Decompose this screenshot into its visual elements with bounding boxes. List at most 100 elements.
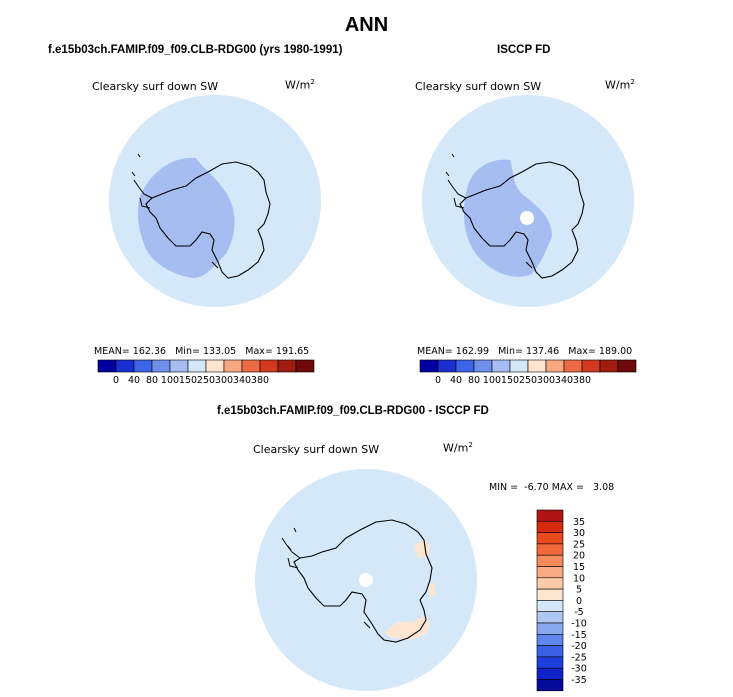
panel1-coastline bbox=[145, 161, 271, 279]
panel2-header: ISCCP FD bbox=[497, 44, 551, 56]
panel1-colorbar-tick-label: 100 bbox=[161, 375, 179, 386]
panel1-colorbar-tick-label: 150 bbox=[179, 375, 197, 386]
panel2-colorbar-tick-label: 0 bbox=[435, 375, 441, 386]
panel3-colorbar-tick-label: -20 bbox=[571, 641, 587, 652]
panel1-colorbar-tick-label: 380 bbox=[251, 375, 269, 386]
panel3-variable-label: Clearsky surf down SW bbox=[253, 443, 380, 456]
panel3-unit-label: W/m2 bbox=[443, 441, 473, 455]
panel1-colorbar: 0 40 80 100 150 250 300 340 380 bbox=[97, 359, 315, 386]
panel1-colorbar-swatch-9 bbox=[259, 359, 279, 373]
panel3-islands bbox=[287, 527, 371, 629]
panel2-colorbar-swatch-4 bbox=[491, 359, 511, 373]
panel2-colorbar-swatch-10 bbox=[599, 359, 619, 373]
panel2-peninsula bbox=[447, 179, 467, 209]
panel1-colorbar-tick-label: 40 bbox=[128, 375, 140, 386]
panel3-colorbar-tick-label: 25 bbox=[573, 539, 585, 550]
panel2-colorbar-tick-label: 300 bbox=[537, 375, 555, 386]
panel3-colorbar-swatch-13 bbox=[536, 656, 564, 669]
panel1-stats: MEAN= 162.36 Min= 133.05 Max= 191.65 bbox=[94, 346, 310, 357]
panel3-colorbar-swatch-12 bbox=[536, 645, 564, 658]
panel1-colorbar-swatch-10 bbox=[277, 359, 297, 373]
panel1-colorbar-tick-label: 80 bbox=[146, 375, 158, 386]
panel1-variable-label: Clearsky surf down SW bbox=[92, 80, 219, 93]
panel3-colorbar-tick-label: 15 bbox=[573, 562, 585, 573]
panel2-colorbar-tick-label: 100 bbox=[483, 375, 501, 386]
panel2-colorbar-swatch-8 bbox=[563, 359, 583, 373]
panel3-colorbar-tick-label: -5 bbox=[574, 607, 583, 618]
panel3-stats: MIN = -6.70 MAX = 3.08 bbox=[489, 482, 615, 493]
panel2-colorbar-tick-label: 150 bbox=[501, 375, 519, 386]
panel2-islands bbox=[445, 153, 533, 269]
panel2-colorbar-tick-label: 340 bbox=[555, 375, 573, 386]
panel3-header: f.e15b03ch.FAMIP.f09_f09.CLB-RDG00 - ISC… bbox=[217, 405, 489, 417]
panel2-colorbar-swatch-1 bbox=[437, 359, 457, 373]
panel2-colorbar-swatch-2 bbox=[455, 359, 475, 373]
panel3-colorbar-tick-label: -25 bbox=[571, 652, 587, 663]
panel2-colorbar-swatch-5 bbox=[509, 359, 529, 373]
panel1-colorbar-swatch-2 bbox=[133, 359, 153, 373]
panel3-colorbar-swatch-5 bbox=[536, 566, 564, 579]
panel1-peninsula bbox=[133, 179, 153, 209]
panel3-colorbar-tick-label: -10 bbox=[571, 619, 587, 630]
panel1-colorbar-tick-label: 0 bbox=[113, 375, 119, 386]
panel3-colorbar-tick-label: 5 bbox=[576, 585, 582, 596]
panel3-map bbox=[255, 469, 477, 691]
panel3-positive-region-coast bbox=[384, 616, 430, 640]
panel2-colorbar-swatch-0 bbox=[419, 359, 439, 373]
panel1-colorbar-tick-label: 340 bbox=[233, 375, 251, 386]
panel2-map bbox=[422, 95, 634, 307]
panel3-colorbar-swatch-15 bbox=[536, 679, 564, 692]
panel3-colorbar-swatch-14 bbox=[536, 667, 564, 680]
panel3-colorbar-swatch-3 bbox=[536, 543, 564, 556]
panel3-coastline bbox=[293, 519, 433, 643]
panel2-interior-band bbox=[464, 159, 552, 277]
panel2-unit-label: W/m2 bbox=[605, 78, 635, 92]
panel1-map bbox=[109, 95, 321, 307]
panel1-colorbar-swatch-4 bbox=[169, 359, 189, 373]
panel1-colorbar-swatch-7 bbox=[223, 359, 243, 373]
panel1-colorbar-tick-label: 300 bbox=[215, 375, 233, 386]
panel2-colorbar-tick-label: 250 bbox=[519, 375, 537, 386]
panel1-colorbar-swatch-0 bbox=[97, 359, 117, 373]
panel2-colorbar-swatch-9 bbox=[581, 359, 601, 373]
panel1-unit-label: W/m2 bbox=[285, 78, 315, 92]
panel1-colorbar-tick-label: 250 bbox=[197, 375, 215, 386]
panel1-colorbar-swatch-5 bbox=[187, 359, 207, 373]
panel2-variable-label: Clearsky surf down SW bbox=[415, 80, 542, 93]
panel3-colorbar-tick-label: 0 bbox=[576, 596, 582, 607]
panel3-colorbar-tick-label: 30 bbox=[573, 528, 585, 539]
panel3-colorbar-tick-label: -30 bbox=[571, 664, 587, 675]
panel1-islands bbox=[131, 153, 219, 269]
panel3-colorbar-tick-label: 35 bbox=[573, 517, 585, 528]
panel2-colorbar-swatch-11 bbox=[617, 359, 637, 373]
panel3-colorbar-swatch-10 bbox=[536, 622, 564, 635]
panel2-coastline bbox=[459, 161, 585, 279]
panel1-header: f.e15b03ch.FAMIP.f09_f09.CLB-RDG00 (yrs … bbox=[48, 44, 343, 56]
panel3-colorbar-swatch-4 bbox=[536, 554, 564, 567]
panel3-pole-missing bbox=[359, 573, 373, 587]
panel1-colorbar-swatch-11 bbox=[295, 359, 315, 373]
panel1-colorbar-swatch-3 bbox=[151, 359, 171, 373]
panel2-colorbar-swatch-3 bbox=[473, 359, 493, 373]
panel3-colorbar-swatch-0 bbox=[536, 509, 564, 522]
panel1-colorbar-swatch-1 bbox=[115, 359, 135, 373]
panel2-colorbar: 0 40 80 100 150 250 300 340 380 bbox=[419, 359, 637, 386]
panel3-positive-region-small bbox=[428, 582, 436, 598]
panel3-colorbar-tick-label: -15 bbox=[571, 630, 587, 641]
panel3-colorbar-swatch-8 bbox=[536, 600, 564, 613]
panel2-stats: MEAN= 162.99 Min= 137.46 Max= 189.00 bbox=[417, 346, 633, 357]
panel3-colorbar-swatch-9 bbox=[536, 611, 564, 624]
panel3-colorbar-swatch-7 bbox=[536, 588, 564, 601]
panel3-colorbar-swatch-2 bbox=[536, 532, 564, 545]
panel3-colorbar-swatch-11 bbox=[536, 633, 564, 646]
panel3-colorbar-tick-label: 20 bbox=[573, 551, 585, 562]
panel1-colorbar-swatch-8 bbox=[241, 359, 261, 373]
panel2-colorbar-swatch-7 bbox=[545, 359, 565, 373]
panel3-colorbar-swatch-6 bbox=[536, 577, 564, 590]
panel2-colorbar-swatch-6 bbox=[527, 359, 547, 373]
panel2-colorbar-tick-label: 380 bbox=[573, 375, 591, 386]
panel2-pole-missing bbox=[520, 211, 534, 225]
panel1-colorbar-swatch-6 bbox=[205, 359, 225, 373]
